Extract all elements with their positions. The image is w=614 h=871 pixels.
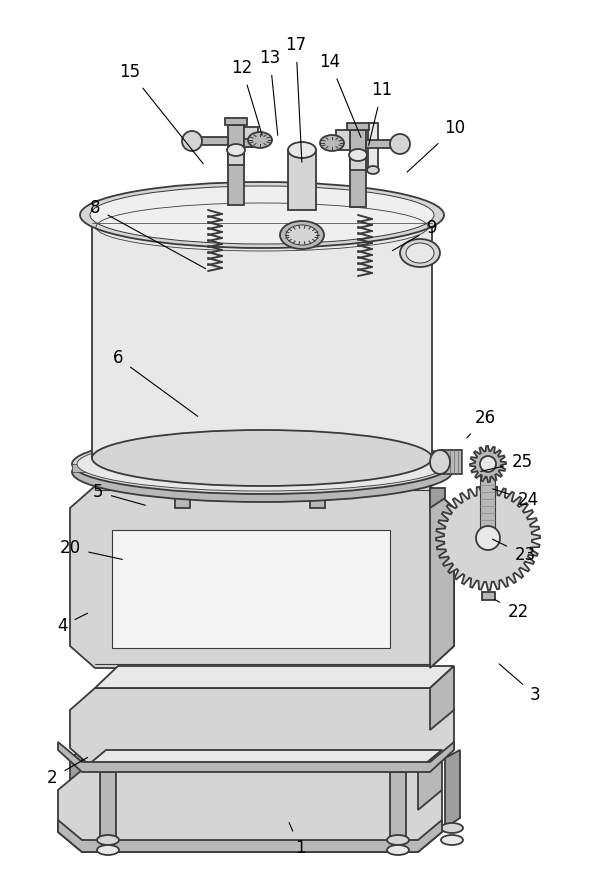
Polygon shape bbox=[350, 130, 366, 207]
Polygon shape bbox=[436, 486, 540, 590]
Polygon shape bbox=[82, 750, 442, 770]
Polygon shape bbox=[347, 123, 369, 130]
Ellipse shape bbox=[92, 430, 432, 486]
Text: 10: 10 bbox=[407, 119, 465, 172]
Ellipse shape bbox=[227, 144, 245, 156]
Ellipse shape bbox=[280, 221, 324, 249]
Ellipse shape bbox=[286, 225, 318, 245]
Text: 5: 5 bbox=[93, 483, 146, 505]
Ellipse shape bbox=[476, 526, 500, 550]
Text: 24: 24 bbox=[492, 489, 538, 509]
Polygon shape bbox=[288, 150, 316, 210]
Ellipse shape bbox=[387, 835, 409, 845]
Polygon shape bbox=[70, 486, 454, 668]
Text: 1: 1 bbox=[289, 822, 305, 857]
Polygon shape bbox=[350, 155, 366, 170]
Text: 26: 26 bbox=[467, 409, 495, 438]
Text: 25: 25 bbox=[481, 453, 532, 471]
Bar bbox=[440, 450, 462, 474]
Polygon shape bbox=[430, 666, 454, 730]
Polygon shape bbox=[58, 770, 442, 852]
Ellipse shape bbox=[480, 456, 496, 472]
Ellipse shape bbox=[387, 845, 409, 855]
Ellipse shape bbox=[182, 131, 202, 151]
Polygon shape bbox=[58, 742, 454, 772]
Ellipse shape bbox=[97, 845, 119, 855]
Polygon shape bbox=[70, 750, 82, 820]
Polygon shape bbox=[95, 666, 454, 688]
Polygon shape bbox=[58, 820, 442, 852]
Ellipse shape bbox=[72, 434, 452, 494]
Polygon shape bbox=[70, 688, 454, 770]
Ellipse shape bbox=[248, 132, 272, 148]
Text: 12: 12 bbox=[231, 59, 262, 135]
Ellipse shape bbox=[77, 437, 447, 491]
Ellipse shape bbox=[72, 442, 452, 502]
Polygon shape bbox=[92, 215, 432, 458]
Polygon shape bbox=[175, 488, 190, 508]
Polygon shape bbox=[366, 140, 400, 148]
Ellipse shape bbox=[400, 239, 440, 267]
Polygon shape bbox=[72, 464, 452, 472]
Ellipse shape bbox=[80, 182, 444, 248]
Polygon shape bbox=[310, 488, 325, 508]
Ellipse shape bbox=[367, 166, 379, 174]
Text: 6: 6 bbox=[113, 349, 198, 416]
Text: 14: 14 bbox=[319, 53, 361, 138]
Polygon shape bbox=[112, 530, 390, 648]
Ellipse shape bbox=[441, 835, 463, 845]
Text: 23: 23 bbox=[492, 539, 535, 564]
Polygon shape bbox=[244, 127, 258, 147]
Polygon shape bbox=[430, 488, 445, 508]
Polygon shape bbox=[244, 139, 264, 147]
Polygon shape bbox=[95, 464, 454, 486]
Text: 3: 3 bbox=[499, 664, 540, 704]
Ellipse shape bbox=[288, 142, 316, 158]
Polygon shape bbox=[418, 750, 442, 810]
Polygon shape bbox=[470, 446, 506, 482]
Ellipse shape bbox=[430, 450, 450, 474]
Ellipse shape bbox=[390, 134, 410, 154]
Polygon shape bbox=[390, 772, 406, 840]
Text: 2: 2 bbox=[47, 758, 88, 787]
Polygon shape bbox=[336, 130, 350, 150]
Ellipse shape bbox=[441, 823, 463, 833]
Polygon shape bbox=[445, 750, 460, 828]
Polygon shape bbox=[100, 772, 116, 840]
Ellipse shape bbox=[97, 835, 119, 845]
Ellipse shape bbox=[349, 149, 367, 161]
Text: 11: 11 bbox=[368, 81, 392, 145]
Polygon shape bbox=[228, 150, 244, 165]
Polygon shape bbox=[228, 125, 244, 205]
Text: 13: 13 bbox=[259, 49, 281, 135]
Ellipse shape bbox=[320, 135, 344, 151]
Text: 22: 22 bbox=[494, 599, 529, 621]
Text: 4: 4 bbox=[56, 613, 88, 635]
Polygon shape bbox=[225, 118, 247, 125]
Text: 20: 20 bbox=[60, 539, 122, 559]
Ellipse shape bbox=[406, 243, 434, 263]
Polygon shape bbox=[430, 486, 454, 668]
Text: 17: 17 bbox=[286, 36, 306, 162]
Polygon shape bbox=[368, 123, 378, 170]
Text: 15: 15 bbox=[120, 63, 203, 164]
Polygon shape bbox=[480, 462, 495, 528]
Polygon shape bbox=[482, 592, 495, 600]
Ellipse shape bbox=[90, 186, 434, 244]
Text: 9: 9 bbox=[392, 219, 437, 251]
Polygon shape bbox=[192, 137, 228, 145]
Text: 8: 8 bbox=[90, 199, 206, 268]
